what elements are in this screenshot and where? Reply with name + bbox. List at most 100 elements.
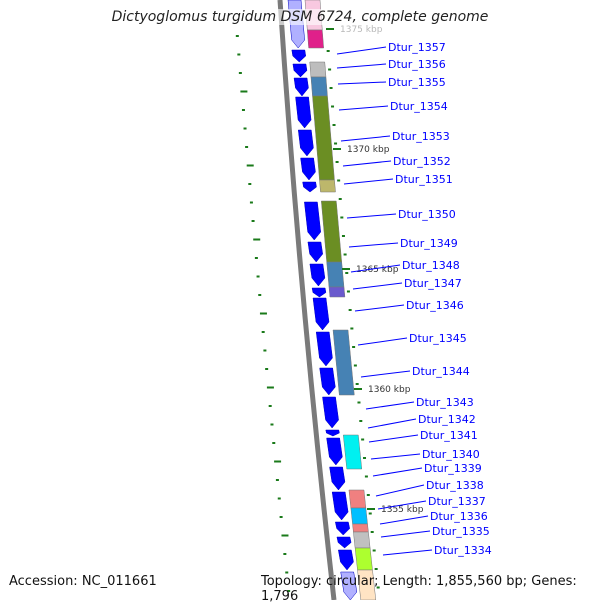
cds-arrow bbox=[326, 437, 343, 466]
gene-label[interactable]: Dtur_1351 bbox=[395, 173, 453, 186]
label-leader bbox=[365, 401, 415, 410]
tick-mark bbox=[334, 142, 338, 145]
gene-label[interactable]: Dtur_1355 bbox=[388, 76, 446, 89]
gene-label[interactable]: Dtur_1342 bbox=[418, 413, 476, 426]
scale-tick bbox=[326, 28, 334, 30]
gene-label[interactable]: Dtur_1352 bbox=[393, 155, 451, 168]
tick-mark bbox=[329, 87, 333, 89]
cog-block bbox=[328, 286, 346, 298]
tick-mark bbox=[248, 183, 252, 185]
tick-mark bbox=[357, 401, 361, 404]
cog-block bbox=[350, 507, 368, 525]
label-leader bbox=[336, 63, 387, 69]
gene-label[interactable]: Dtur_1353 bbox=[392, 130, 450, 143]
map-title: Dictyoglomus turgidum DSM 6724, complete… bbox=[0, 9, 600, 25]
label-leader bbox=[382, 549, 433, 556]
gene-label[interactable]: Dtur_1345 bbox=[409, 332, 467, 345]
tick-mark bbox=[372, 549, 376, 552]
label-leader bbox=[343, 178, 394, 185]
tick-mark bbox=[355, 383, 359, 385]
scale-label: 1370 kbp bbox=[347, 145, 390, 155]
cds-arrow bbox=[307, 241, 323, 263]
tick-mark bbox=[285, 571, 289, 574]
tick-mark bbox=[338, 198, 342, 200]
tick-mark bbox=[272, 442, 276, 444]
tick-mark bbox=[246, 164, 254, 167]
tick-mark bbox=[253, 238, 261, 241]
gene-label[interactable]: Dtur_1348 bbox=[402, 259, 460, 272]
tick-mark bbox=[343, 253, 347, 256]
cog-block bbox=[348, 489, 367, 509]
gene-label[interactable]: Dtur_1347 bbox=[404, 277, 462, 290]
gene-label[interactable]: Dtur_1338 bbox=[426, 479, 484, 492]
gene-label[interactable]: Dtur_1356 bbox=[388, 58, 446, 71]
cds-arrow bbox=[304, 201, 321, 241]
cds-arrow bbox=[309, 263, 326, 287]
label-leader bbox=[380, 530, 431, 538]
cds-arrow bbox=[315, 331, 333, 367]
gene-label[interactable]: Dtur_1334 bbox=[434, 544, 492, 557]
tick-mark bbox=[332, 124, 336, 126]
tick-mark bbox=[328, 68, 332, 71]
cds-arrow bbox=[312, 297, 330, 331]
label-leader bbox=[368, 434, 419, 443]
tick-mark bbox=[275, 479, 279, 481]
label-leader bbox=[357, 337, 408, 346]
tick-mark bbox=[368, 512, 372, 515]
tick-mark bbox=[241, 109, 245, 111]
tick-mark bbox=[258, 294, 262, 296]
gene-label[interactable]: Dtur_1335 bbox=[432, 525, 490, 538]
tick-mark bbox=[266, 386, 274, 389]
gene-labels: Dtur_1357 Dtur_1356 Dtur_1355 Dtur_1354 Dtur… bbox=[336, 41, 492, 557]
gene-label[interactable]: Dtur_1349 bbox=[400, 237, 458, 250]
gene-label[interactable]: Dtur_1357 bbox=[388, 41, 446, 54]
genome-backbone bbox=[277, 0, 337, 600]
label-leader bbox=[340, 135, 391, 142]
tick-mark bbox=[283, 553, 287, 555]
gene-label[interactable]: Dtur_1346 bbox=[406, 299, 464, 312]
tick-mark bbox=[265, 368, 269, 370]
label-leader bbox=[352, 282, 403, 290]
cog-block bbox=[307, 29, 324, 49]
cog-block bbox=[319, 179, 336, 193]
gene-label[interactable]: Dtur_1354 bbox=[390, 100, 448, 113]
gene-label[interactable]: Dtur_1339 bbox=[424, 462, 482, 475]
label-leader bbox=[354, 304, 405, 312]
scale-label: 1375 kbp bbox=[340, 25, 383, 35]
cds-arrow bbox=[302, 181, 317, 193]
cds-arrow bbox=[295, 96, 312, 129]
tick-marks bbox=[235, 35, 380, 592]
gene-label[interactable]: Dtur_1336 bbox=[430, 510, 488, 523]
tick-mark bbox=[376, 586, 380, 589]
cds-arrow bbox=[322, 396, 339, 429]
label-leader bbox=[377, 500, 427, 510]
gene-label[interactable]: Dtur_1343 bbox=[416, 396, 474, 409]
cds-arrow bbox=[329, 466, 346, 491]
gene-label[interactable]: Dtur_1341 bbox=[420, 429, 478, 442]
tick-mark bbox=[270, 423, 274, 426]
tick-mark bbox=[277, 497, 281, 500]
cog-block bbox=[354, 547, 373, 571]
gene-label[interactable]: Dtur_1344 bbox=[412, 365, 470, 378]
cog-block bbox=[326, 261, 345, 288]
gene-label[interactable]: Dtur_1350 bbox=[398, 208, 456, 221]
tick-mark bbox=[370, 531, 374, 533]
scale-label: 1355 kbp bbox=[381, 505, 424, 515]
gene-label[interactable]: Dtur_1340 bbox=[422, 448, 480, 461]
cds-arrow bbox=[300, 157, 316, 181]
scale-tick bbox=[367, 508, 375, 510]
cog-block bbox=[321, 200, 342, 263]
tick-mark bbox=[359, 420, 363, 422]
tick-mark bbox=[254, 257, 258, 259]
gene-label[interactable]: Dtur_1337 bbox=[428, 495, 486, 508]
tick-mark bbox=[287, 590, 291, 592]
tick-mark bbox=[350, 327, 354, 330]
tick-mark bbox=[249, 201, 253, 204]
tick-mark bbox=[245, 146, 249, 148]
tick-mark bbox=[348, 309, 352, 311]
cds-arrow bbox=[319, 367, 336, 396]
scale-tick bbox=[354, 388, 362, 390]
cog-track bbox=[304, 0, 377, 600]
label-leader bbox=[350, 264, 401, 273]
